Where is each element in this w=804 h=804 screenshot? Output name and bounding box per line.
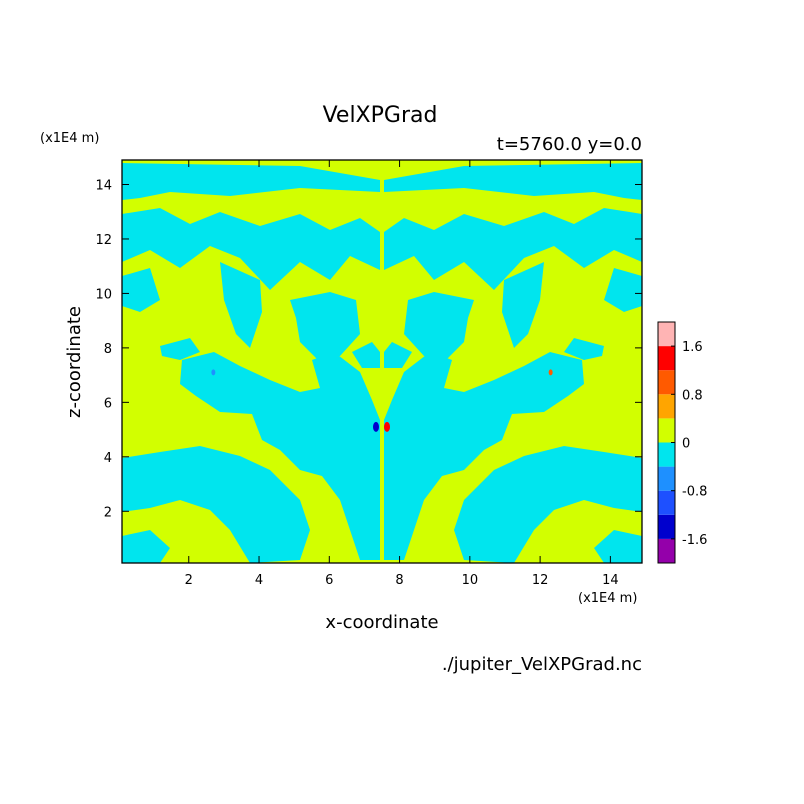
contour-central-body: [180, 352, 584, 560]
x-tick-label: 12: [532, 573, 549, 588]
source-file-label: ./jupiter_VelXPGrad.nc: [442, 654, 642, 675]
contour-bottom-left: [122, 530, 642, 563]
y-axis: 2 4 6 8 10 12 14: [95, 179, 642, 520]
x-axis: 2 4 6 8 10 12 14: [185, 160, 619, 588]
y-tick-label: 12: [95, 233, 112, 248]
y-tick-label: 10: [95, 287, 112, 302]
contour-positive-peak: [384, 421, 390, 432]
x-tick-label: 6: [325, 573, 333, 588]
y-tick-label: 14: [95, 179, 112, 194]
colorbar-tick-label: 1.6: [682, 340, 703, 355]
colorbar-swatch: [658, 490, 675, 515]
chart-title: VelXPGrad: [323, 103, 438, 128]
contour-positive-spot: [548, 369, 553, 376]
contour-left-blob: [122, 268, 642, 312]
colorbar-swatch: [658, 418, 675, 443]
contour-mid-blob: [220, 262, 544, 348]
x-tick-label: 4: [255, 573, 263, 588]
y-tick-label: 2: [104, 505, 112, 520]
x-tick-label: 10: [462, 573, 479, 588]
y-tick-label: 4: [104, 451, 112, 466]
x-unit-label: (x1E4 m): [578, 591, 637, 606]
contour-center-small: [352, 342, 412, 368]
colorbar-tick-label: -0.8: [682, 485, 707, 500]
contour-top-band: [122, 163, 642, 200]
colorbar-tick-label: -1.6: [682, 533, 707, 548]
y-tick-label: 6: [104, 396, 112, 411]
contour-small-blob: [160, 338, 604, 360]
colorbar-tick-label: 0.8: [682, 388, 703, 403]
x-axis-title: x-coordinate: [325, 612, 438, 633]
contour-negative-spot: [211, 369, 216, 376]
colorbar-swatch: [658, 538, 675, 563]
x-tick-label: 8: [395, 573, 403, 588]
contour-upper-band: [122, 208, 642, 290]
contour-center-upper: [290, 292, 474, 360]
colorbar-swatch: [658, 322, 675, 347]
colorbar-swatch: [658, 466, 675, 491]
contour-negative-peak: [373, 421, 379, 432]
colorbar-swatch: [658, 346, 675, 371]
chart-subtitle: t=5760.0 y=0.0: [497, 134, 642, 155]
y-axis-title: z-coordinate: [64, 306, 85, 418]
y-unit-label: (x1E4 m): [40, 131, 99, 146]
colorbar-tick-label: 0: [682, 437, 690, 452]
plot-frame: [121, 159, 643, 564]
colorbar-swatch: [658, 370, 675, 395]
colorbar-swatch: [658, 442, 675, 467]
plot-area: [122, 160, 642, 563]
contour-field: [122, 163, 642, 563]
colorbar-swatch: [658, 514, 675, 539]
x-tick-label: 14: [602, 573, 619, 588]
colorbar: -1.6 -0.8 0 0.8 1.6: [657, 321, 707, 564]
x-tick-label: 2: [185, 573, 193, 588]
contour-lower-band: [122, 446, 642, 563]
colorbar-swatch: [658, 394, 675, 419]
y-tick-label: 8: [104, 342, 112, 357]
